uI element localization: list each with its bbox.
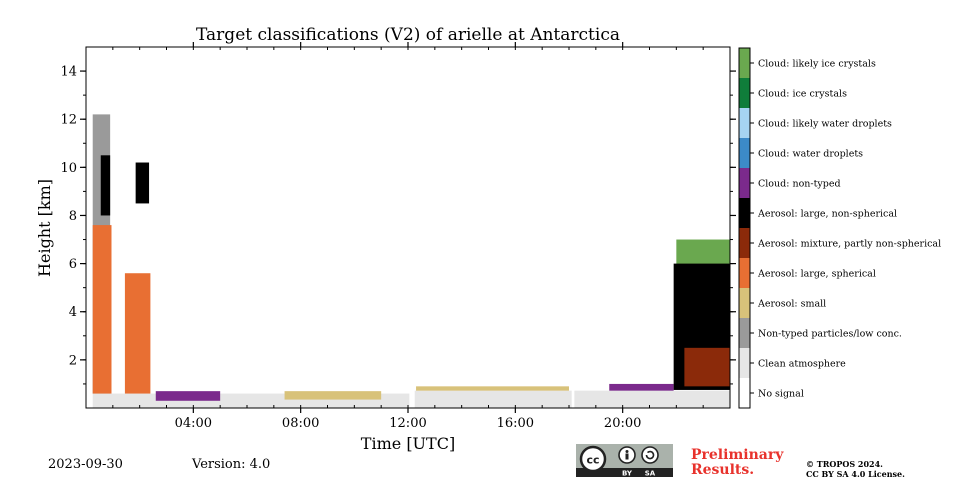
badge-by-text: BY [622, 470, 633, 478]
colorbar-swatch [739, 288, 750, 318]
region-aerosol-mixture-partly-non-spherical [684, 347, 730, 387]
colorbar-label: Cloud: non-typed [758, 179, 841, 190]
colorbar-label: Aerosol: mixture, partly non-spherical [757, 239, 941, 250]
y-tick-label: 2 [69, 353, 77, 368]
x-tick-label: 16:00 [497, 416, 534, 431]
region-clean-atmosphere [574, 390, 730, 408]
colorbar-swatch [739, 108, 750, 138]
region-aerosol-small [416, 386, 569, 391]
colorbar-label: Cloud: likely ice crystals [758, 59, 876, 70]
copyright-note: © TROPOS 2024. CC BY SA 4.0 License. [806, 459, 946, 479]
region-aerosol-large-spherical [124, 273, 151, 394]
colorbar-label: Cloud: ice crystals [758, 89, 847, 100]
region-cloud-non-typed [609, 383, 674, 391]
colorbar-frame [738, 47, 751, 409]
colorbar-swatch [739, 348, 750, 378]
colorbar-swatch [739, 48, 750, 78]
x-tick-label: 20:00 [604, 416, 641, 431]
copyright-line-2: CC BY SA 4.0 License. [806, 469, 905, 479]
colorbar-swatch [739, 198, 750, 228]
colorbar-swatch [739, 78, 750, 108]
colorbar-swatch [739, 318, 750, 348]
colorbar-label: Non-typed particles/low conc. [758, 329, 902, 340]
y-tick-label: 10 [60, 161, 77, 176]
cc-by-sa-badge: cc BY SA [576, 444, 673, 477]
colorbar-label: Aerosol: small [757, 299, 826, 310]
badge-sa-text: SA [645, 470, 656, 478]
region-clean-atmosphere [414, 390, 572, 408]
colorbar-label: Aerosol: large, non-spherical [757, 209, 897, 220]
colorbar-label: Aerosol: large, spherical [757, 269, 876, 280]
classification-colorbar: Cloud: likely ice crystals Cloud: ice cry… [738, 47, 941, 409]
by-person-body [625, 453, 629, 460]
copyright-line-1: © TROPOS 2024. [806, 459, 883, 469]
by-person-head [625, 450, 629, 453]
y-tick-label: 6 [69, 257, 77, 272]
cc-icon [579, 445, 607, 473]
version-label: Version: 4.0 [192, 457, 271, 472]
x-tick-label: 12:00 [389, 416, 426, 431]
region-aerosol-large-non-spherical [100, 155, 111, 216]
plot-area [92, 114, 730, 408]
sa-share-alike-icon [641, 446, 659, 464]
colorbar-swatch [739, 138, 750, 168]
y-tick-label: 12 [60, 113, 77, 128]
sa-arrow-icon [645, 450, 655, 460]
region-aerosol-small [284, 391, 382, 400]
cc-icon-text: cc [586, 454, 599, 467]
x-axis-label: Time [UTC] [361, 434, 455, 453]
chart-title: Target classifications (V2) of arielle a… [196, 25, 620, 45]
colorbar-label: Cloud: likely water droplets [758, 119, 892, 130]
colorbar-label: No signal [758, 389, 804, 400]
colorbar-label: Clean atmosphere [758, 359, 846, 370]
region-cloud-non-typed [155, 391, 221, 401]
region-aerosol-large-non-spherical [135, 162, 150, 204]
y-tick-label: 8 [69, 209, 77, 224]
colorbar-swatch [739, 258, 750, 288]
colorbar-swatch [739, 378, 750, 408]
date-label: 2023-09-30 [48, 457, 123, 472]
y-tick-label: 14 [60, 65, 77, 80]
x-tick-label: 08:00 [282, 416, 319, 431]
y-axis-label: Height [km] [35, 179, 54, 277]
x-tick-label: 04:00 [175, 416, 212, 431]
colorbar-swatch [739, 168, 750, 198]
colorbar-label: Cloud: water droplets [758, 149, 863, 160]
y-tick-label: 4 [69, 305, 77, 320]
region-aerosol-large-spherical [92, 225, 112, 394]
preliminary-results-note: Preliminary Results. [691, 447, 784, 478]
colorbar-swatch [739, 228, 750, 258]
axes: 04:00 08:00 12:00 16:00 20:00 2 4 6 8 10 12 14 [60, 42, 736, 431]
badge-footer-strip [576, 468, 673, 477]
